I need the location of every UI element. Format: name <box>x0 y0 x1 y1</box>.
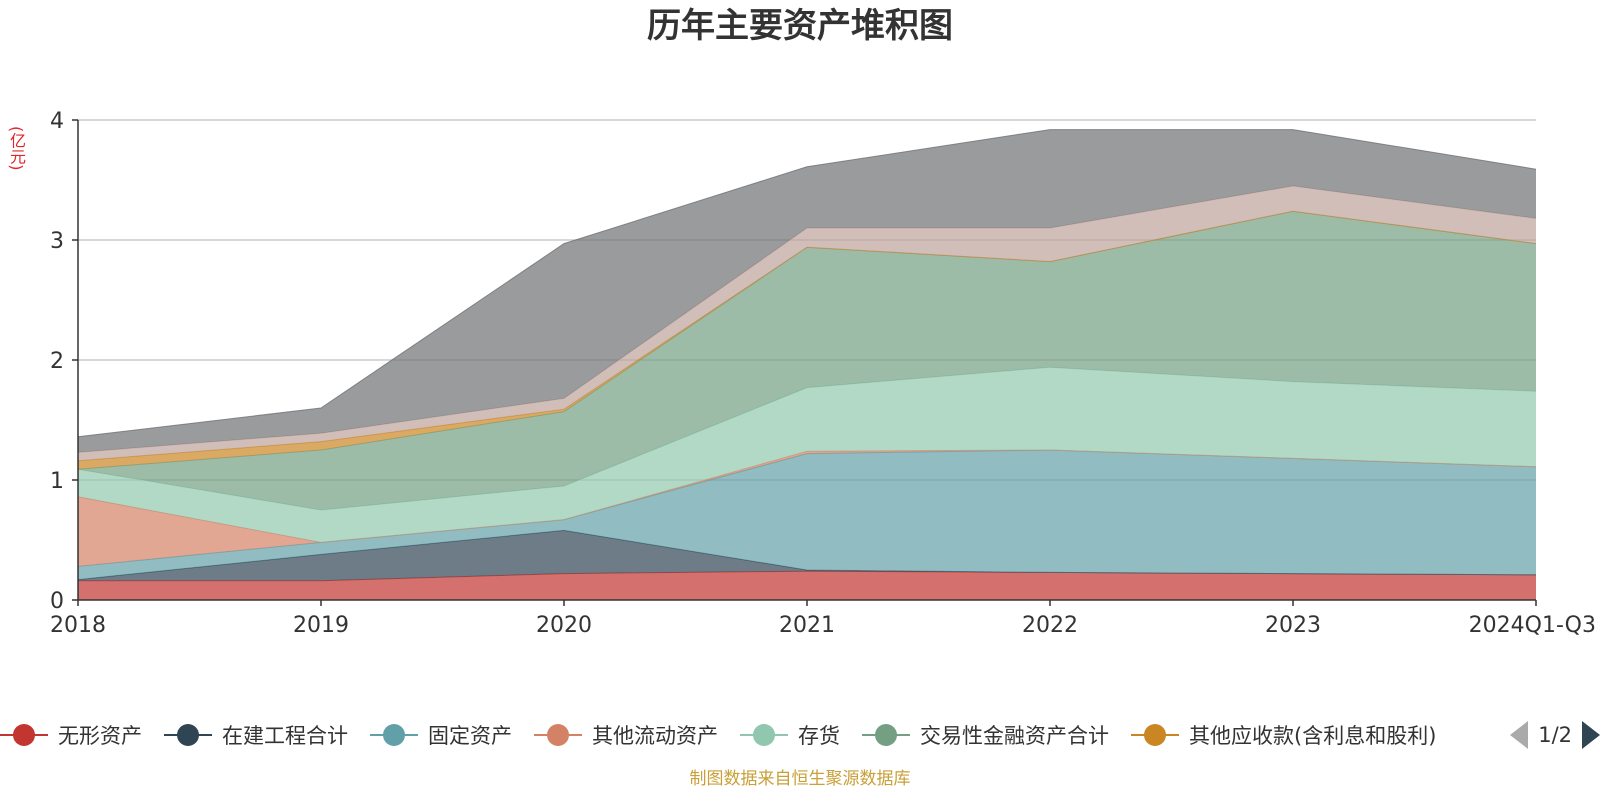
legend-next-page-button[interactable] <box>1582 721 1600 749</box>
legend-item-label: 在建工程合计 <box>222 724 348 748</box>
x-tick-label: 2024Q1-Q3 <box>1469 613 1596 638</box>
legend-item-label: 其他应收款(含利息和股利) <box>1189 724 1437 748</box>
y-tick-label: 3 <box>50 229 64 254</box>
legend: 无形资产 在建工程合计 固定资产 其他流动资产 存货 交易性金融资产合计 其他应收款(含利息… <box>0 717 1600 753</box>
axes: 0 1 2 3 4 2018 2019 2020 2021 2022 2023 2024Q1-Q3 <box>50 109 1596 638</box>
y-axis-unit: (亿元) <box>7 125 26 171</box>
legend-marker-icon <box>534 723 582 747</box>
legend-marker-icon <box>164 723 212 747</box>
y-tick-label: 1 <box>50 469 64 494</box>
x-tick-label: 2023 <box>1265 613 1321 638</box>
stacked-area-chart: 0 1 2 3 4 2018 2019 2020 2021 2022 2023 2024Q1-Q3 <box>50 109 1596 638</box>
y-tick-label: 4 <box>50 109 64 134</box>
area-series-band <box>78 211 1536 510</box>
legend-item-label: 固定资产 <box>428 724 512 748</box>
area-series-band <box>78 129 1536 453</box>
legend-pager: 1/2 <box>1498 717 1600 753</box>
legend-item-label: 其他流动资产 <box>592 724 718 748</box>
area-series-line <box>77 129 1537 438</box>
legend-item[interactable]: 其他流动资产 <box>534 720 718 750</box>
x-tick-label: 2019 <box>293 613 349 638</box>
x-tick-label: 2018 <box>50 613 106 638</box>
legend-marker-icon <box>740 723 788 747</box>
area-series-band <box>78 450 1536 580</box>
legend-item[interactable]: 交易性金融资产合计 <box>862 720 1109 750</box>
x-tick-label: 2020 <box>536 613 592 638</box>
legend-item-label: 交易性金融资产合计 <box>920 724 1109 748</box>
legend-item-label: 无形资产 <box>58 724 142 748</box>
legend-item[interactable]: 无形资产 <box>0 720 142 750</box>
area-series-band <box>78 186 1536 461</box>
legend-marker-icon <box>370 723 418 747</box>
legend-page-indicator: 1/2 <box>1538 723 1572 747</box>
legend-marker-icon <box>862 723 910 747</box>
legend-item-label: 存货 <box>798 724 840 748</box>
legend-marker-icon <box>1131 723 1179 747</box>
chart-title: 历年主要资产堆积图 <box>647 6 953 46</box>
area-series-band <box>78 530 1536 581</box>
legend-item[interactable]: 存货 <box>740 720 840 750</box>
legend-marker-icon <box>0 723 48 747</box>
legend-item[interactable]: 其他应收款(含利息和股利) <box>1131 720 1436 750</box>
legend-item[interactable]: 固定资产 <box>370 720 512 750</box>
x-tick-label: 2021 <box>779 613 835 638</box>
source-note: 制图数据来自恒生聚源数据库 <box>689 769 911 789</box>
legend-item[interactable]: 在建工程合计 <box>164 720 348 750</box>
legend-prev-page-button[interactable] <box>1510 721 1529 749</box>
y-tick-label: 0 <box>50 589 64 614</box>
area-series-band <box>78 571 1536 600</box>
x-tick-label: 2022 <box>1022 613 1078 638</box>
area-series <box>77 129 1537 600</box>
y-tick-label: 2 <box>50 349 64 374</box>
area-series-band <box>78 367 1536 543</box>
